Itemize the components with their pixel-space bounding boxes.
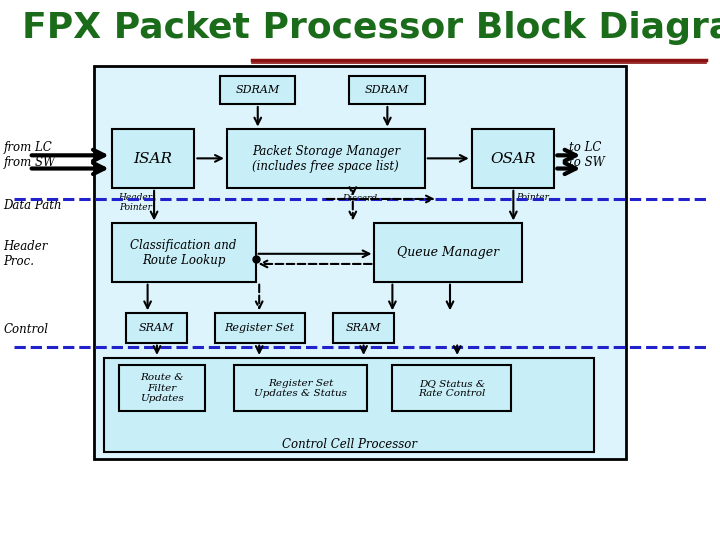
Text: Register Set: Register Set — [225, 323, 294, 333]
Text: Queue Manager: Queue Manager — [397, 246, 499, 259]
Text: Packet Storage Manager
(includes free space list): Packet Storage Manager (includes free sp… — [252, 145, 400, 173]
Text: SRAM: SRAM — [346, 323, 381, 333]
Text: FPX Packet Processor Block Diagram: FPX Packet Processor Block Diagram — [22, 11, 720, 45]
Text: SDRAM: SDRAM — [365, 85, 409, 95]
Bar — [215, 313, 305, 342]
Text: Header
Pointer: Header Pointer — [118, 193, 153, 212]
Bar — [349, 76, 425, 104]
Text: 12 - Jonathan Turner – January 27-29, 2003: 12 - Jonathan Turner – January 27-29, 20… — [11, 519, 238, 528]
Bar — [94, 66, 626, 460]
Text: to LC
to SW: to LC to SW — [569, 141, 605, 169]
Text: Pointer: Pointer — [516, 193, 549, 202]
Text: SDRAM: SDRAM — [235, 85, 279, 95]
Bar — [220, 76, 295, 104]
Bar — [112, 224, 256, 282]
Text: DQ Status &
Rate Control: DQ Status & Rate Control — [418, 379, 485, 398]
Bar — [234, 366, 367, 411]
Text: Classification and
Route Lookup: Classification and Route Lookup — [130, 239, 237, 267]
Text: from LC
from SW: from LC from SW — [4, 141, 55, 169]
Bar — [126, 313, 187, 342]
Text: OSAR: OSAR — [490, 152, 536, 166]
Bar — [227, 130, 425, 188]
Text: Washington University in St. Louis: Washington University in St. Louis — [505, 519, 706, 528]
Bar — [374, 224, 522, 282]
Text: Control Cell Processor: Control Cell Processor — [282, 437, 417, 451]
Text: ISAR: ISAR — [133, 152, 173, 166]
Bar — [333, 313, 394, 342]
Bar — [104, 358, 594, 452]
Text: Control: Control — [4, 323, 49, 336]
Text: Route &
Filter
Updates: Route & Filter Updates — [140, 374, 184, 403]
Text: Data Path: Data Path — [4, 199, 62, 212]
Bar — [112, 130, 194, 188]
Bar — [0, 0, 720, 58]
Text: Discard: Discard — [343, 194, 377, 203]
Bar — [119, 366, 205, 411]
Bar — [472, 130, 554, 188]
Text: SRAM: SRAM — [139, 323, 174, 333]
Text: Register Set
Updates & Status: Register Set Updates & Status — [254, 379, 347, 398]
Bar — [392, 366, 511, 411]
Text: Header
Proc.: Header Proc. — [4, 240, 48, 268]
